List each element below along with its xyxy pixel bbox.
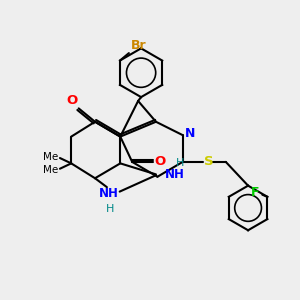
Text: O: O: [66, 94, 77, 107]
Text: S: S: [204, 155, 214, 168]
Text: NH: NH: [165, 168, 185, 181]
Text: Br: Br: [130, 39, 146, 52]
Text: O: O: [154, 155, 166, 168]
Text: Me: Me: [43, 152, 58, 162]
Text: Me: Me: [43, 165, 58, 175]
Text: NH: NH: [98, 187, 118, 200]
Text: N: N: [185, 127, 195, 140]
Text: H: H: [106, 203, 114, 214]
Text: H: H: [176, 158, 184, 168]
Text: F: F: [251, 186, 260, 200]
